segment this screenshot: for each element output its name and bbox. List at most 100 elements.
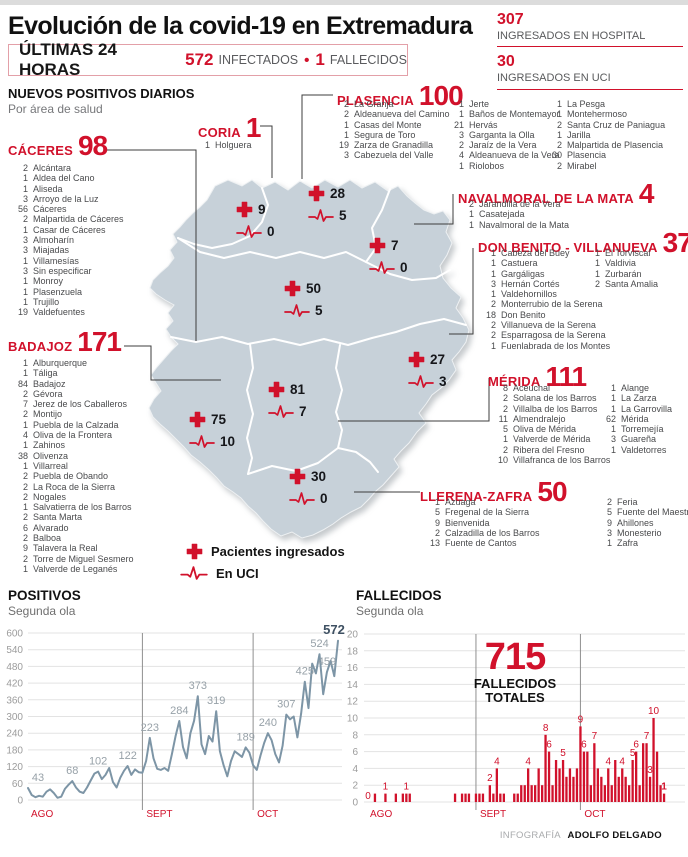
town-name: Valdetorres	[621, 444, 667, 455]
chart-label: 1	[661, 782, 667, 793]
area-row: 1 Zurbarán	[586, 269, 658, 279]
marker-admitted-row: 81	[268, 380, 307, 398]
town-name: Mirabel	[567, 160, 597, 171]
town-name: Plasenzuela	[33, 286, 83, 297]
fallecidos-chart-subtitle: Segunda ola	[356, 604, 424, 618]
marker-icu-row: 0	[369, 258, 408, 276]
chart-label: 43	[32, 772, 44, 784]
town-name: Villafranca de los Barros	[513, 455, 611, 466]
town-count: 2	[343, 99, 349, 109]
town-count: 2	[556, 160, 562, 171]
map-legend: Pacientes ingresados En UCI	[180, 540, 345, 584]
death-bar	[635, 751, 638, 802]
area-row: 9 Talavera la Real	[8, 543, 134, 553]
map-region-outline	[148, 179, 470, 539]
hospital-rule	[497, 46, 683, 47]
admitted-value: 7	[391, 237, 399, 253]
town-count: 1	[490, 268, 496, 279]
town-name: Fuente de Cantos	[445, 538, 517, 549]
death-bar	[565, 776, 568, 802]
town-name: Jaraíz de la Vera	[469, 140, 537, 151]
chart-label: 307	[277, 699, 295, 711]
death-bar	[551, 785, 554, 802]
area-row: 7 Jerez de los Caballeros	[8, 399, 134, 409]
town-count: 2	[22, 163, 28, 173]
marker-admitted-row: 30	[289, 467, 328, 485]
town-count: 84	[17, 378, 28, 389]
ecg-icon	[189, 434, 215, 448]
death-bar	[373, 793, 377, 802]
area-lists-layer: CÁCERES 98 2 Alcántara 1 Aldea del Cano 1 Alise…	[8, 80, 688, 574]
marker-admitted-row: 27	[408, 350, 447, 368]
marker-icu-row: 7	[268, 402, 307, 420]
area-row: 2 La Roca de la Sierra	[8, 482, 134, 492]
area-column: 2 Feria 5 Fuente del Maestre 9 Ahillones 3 Mone…	[598, 497, 688, 548]
death-bar	[523, 785, 526, 802]
area-row: 1 Baños de Montemayor	[450, 109, 560, 119]
death-bar	[645, 743, 648, 802]
town-count: 1	[594, 258, 600, 269]
area-row: 1 Fuenlabrada de los Montes	[482, 341, 610, 351]
town-name: Sin especificar	[33, 265, 92, 276]
town-name: Valdivia	[605, 258, 636, 269]
chart-label: 68	[66, 765, 78, 777]
area-row: 1 Holguera	[202, 140, 252, 150]
town-name: Aldea del Cano	[33, 173, 95, 184]
chart-label: 425	[296, 666, 314, 678]
chart-label: AGO	[370, 809, 392, 820]
town-name: Monroy	[33, 276, 64, 287]
town-count: 1	[22, 296, 28, 307]
town-name: Fuente del Maestre	[617, 507, 688, 518]
area-row: 2 Monterrubio de la Serena	[482, 299, 610, 309]
town-count: 1	[22, 440, 28, 451]
death-bar	[547, 751, 551, 802]
area-total: 100	[418, 80, 464, 111]
chart-label: 5	[560, 748, 566, 759]
area-row: 84 Badajoz	[8, 379, 134, 389]
town-name: Valdehornillos	[501, 289, 557, 300]
positivos-line-series	[27, 639, 339, 799]
town-name: Hervás	[469, 119, 498, 130]
town-count: 11	[498, 413, 508, 424]
death-bar	[659, 785, 662, 802]
town-count: 21	[453, 119, 464, 130]
town-name: Calzadilla de los Barros	[445, 527, 540, 538]
area-column: 1 Holguera	[202, 140, 252, 150]
ecg-icon	[180, 566, 208, 580]
town-count: 3	[490, 278, 496, 289]
area-row: 2 Solana de los Barros	[490, 393, 610, 403]
area-row: 2 Mirabel	[548, 161, 665, 171]
hospital-cross-icon	[186, 543, 203, 560]
area-column: 1 Alburquerque 1 Táliga 84 Badajoz 2 Gévora 7 Jer…	[8, 358, 134, 574]
area-row: 3 Arroyo de la Luz	[8, 194, 124, 204]
town-count: 2	[490, 320, 496, 331]
area-row: 1 Puebla de la Calzada	[8, 420, 134, 430]
town-count: 1	[610, 403, 616, 414]
town-count: 62	[605, 413, 616, 424]
town-name: Jarilla	[567, 129, 591, 140]
page-title: Evolución de la covid-19 en Extremadura	[8, 12, 473, 40]
chart-label: 1	[404, 782, 410, 793]
death-bar	[464, 793, 467, 802]
marker-admitted-row: 28	[308, 184, 347, 202]
town-count: 2	[22, 388, 28, 399]
marker-admitted-row: 75	[189, 410, 235, 428]
town-name: Malpartida de Cáceres	[33, 214, 124, 225]
death-bar	[394, 793, 397, 802]
town-name: Salvatierra de los Barros	[33, 502, 132, 513]
chart-label: 189	[237, 731, 255, 743]
chart-label: 240	[6, 729, 23, 740]
icu-value: 3	[439, 373, 447, 389]
period-label: ÚLTIMAS 24 HORAS	[19, 40, 117, 79]
chart-label: 14	[347, 680, 359, 691]
positivos-chart: 0 60 120 180 240 300 360 420 480 540 600 AGO SEPT OCT…	[6, 622, 345, 820]
town-name: Puebla de Obando	[33, 471, 109, 482]
area-row: 1 Castuera	[482, 258, 610, 268]
area-row: 1 La Pesga	[548, 99, 665, 109]
town-count: 7	[22, 399, 28, 410]
town-name: La Zarza	[621, 393, 657, 404]
town-count: 18	[485, 309, 496, 320]
map-marker-merida: 81 7	[268, 380, 307, 420]
